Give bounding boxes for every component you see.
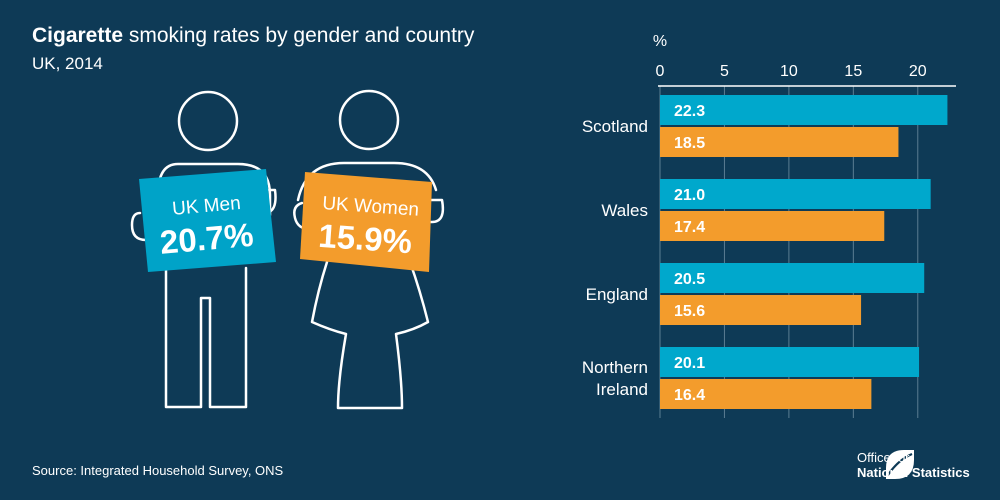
men-sign [139,169,276,272]
women-sign [300,172,432,272]
man-head-icon [177,90,239,152]
bar-value-label: 22.3 [674,103,705,120]
x-tick-label: 0 [656,63,665,80]
bar [660,347,920,377]
men-sign-value: 20.7% [158,216,254,261]
axis-unit-label: % [653,33,667,50]
x-tick-label: 20 [909,63,927,80]
bar [660,179,931,209]
bar [660,379,872,409]
ons-logo-text: Office for National Statistics [857,450,970,480]
logo-line-1: Office for [857,450,910,465]
chart-title: Cigarette smoking rates by gender and co… [32,22,474,50]
bar-value-label: 20.5 [674,271,705,288]
category-label: England [586,285,648,304]
logo-line-2: National Statistics [857,465,970,480]
bar-value-label: 17.4 [674,219,705,236]
category-label: Wales [601,201,648,220]
woman-right-hand-icon [418,198,445,224]
category-label: Scotland [582,117,648,136]
x-tick-label: 10 [780,63,798,80]
man-left-hand-icon [130,211,160,242]
bar-value-label: 21.0 [674,187,705,204]
woman-figure-icon [293,89,445,410]
bar-value-label: 18.5 [674,135,705,152]
x-tick-label: 15 [844,63,862,80]
ons-logo [886,450,914,479]
x-tick-label: 5 [720,63,729,80]
source-note: Source: Integrated Household Survey, ONS [32,463,284,478]
woman-body-icon [296,161,438,410]
bar [660,95,948,125]
women-sign-value: 15.9% [317,217,413,260]
bar-value-label: 16.4 [674,387,705,404]
bar-value-label: 20.1 [674,355,705,372]
title-bold: Cigarette [32,24,124,47]
title-rest: smoking rates by gender and country [123,24,475,47]
chart-subtitle: UK, 2014 [32,54,103,73]
category-label: Ireland [596,380,648,399]
bar [660,211,885,241]
woman-head-icon [338,89,400,151]
bar [660,263,925,293]
bar [660,127,899,157]
bar [660,295,862,325]
gender-figures: UK Men 20.7% UK Women 15.9% [130,89,445,410]
category-label: Northern [582,358,648,377]
bar-value-label: 15.6 [674,303,705,320]
